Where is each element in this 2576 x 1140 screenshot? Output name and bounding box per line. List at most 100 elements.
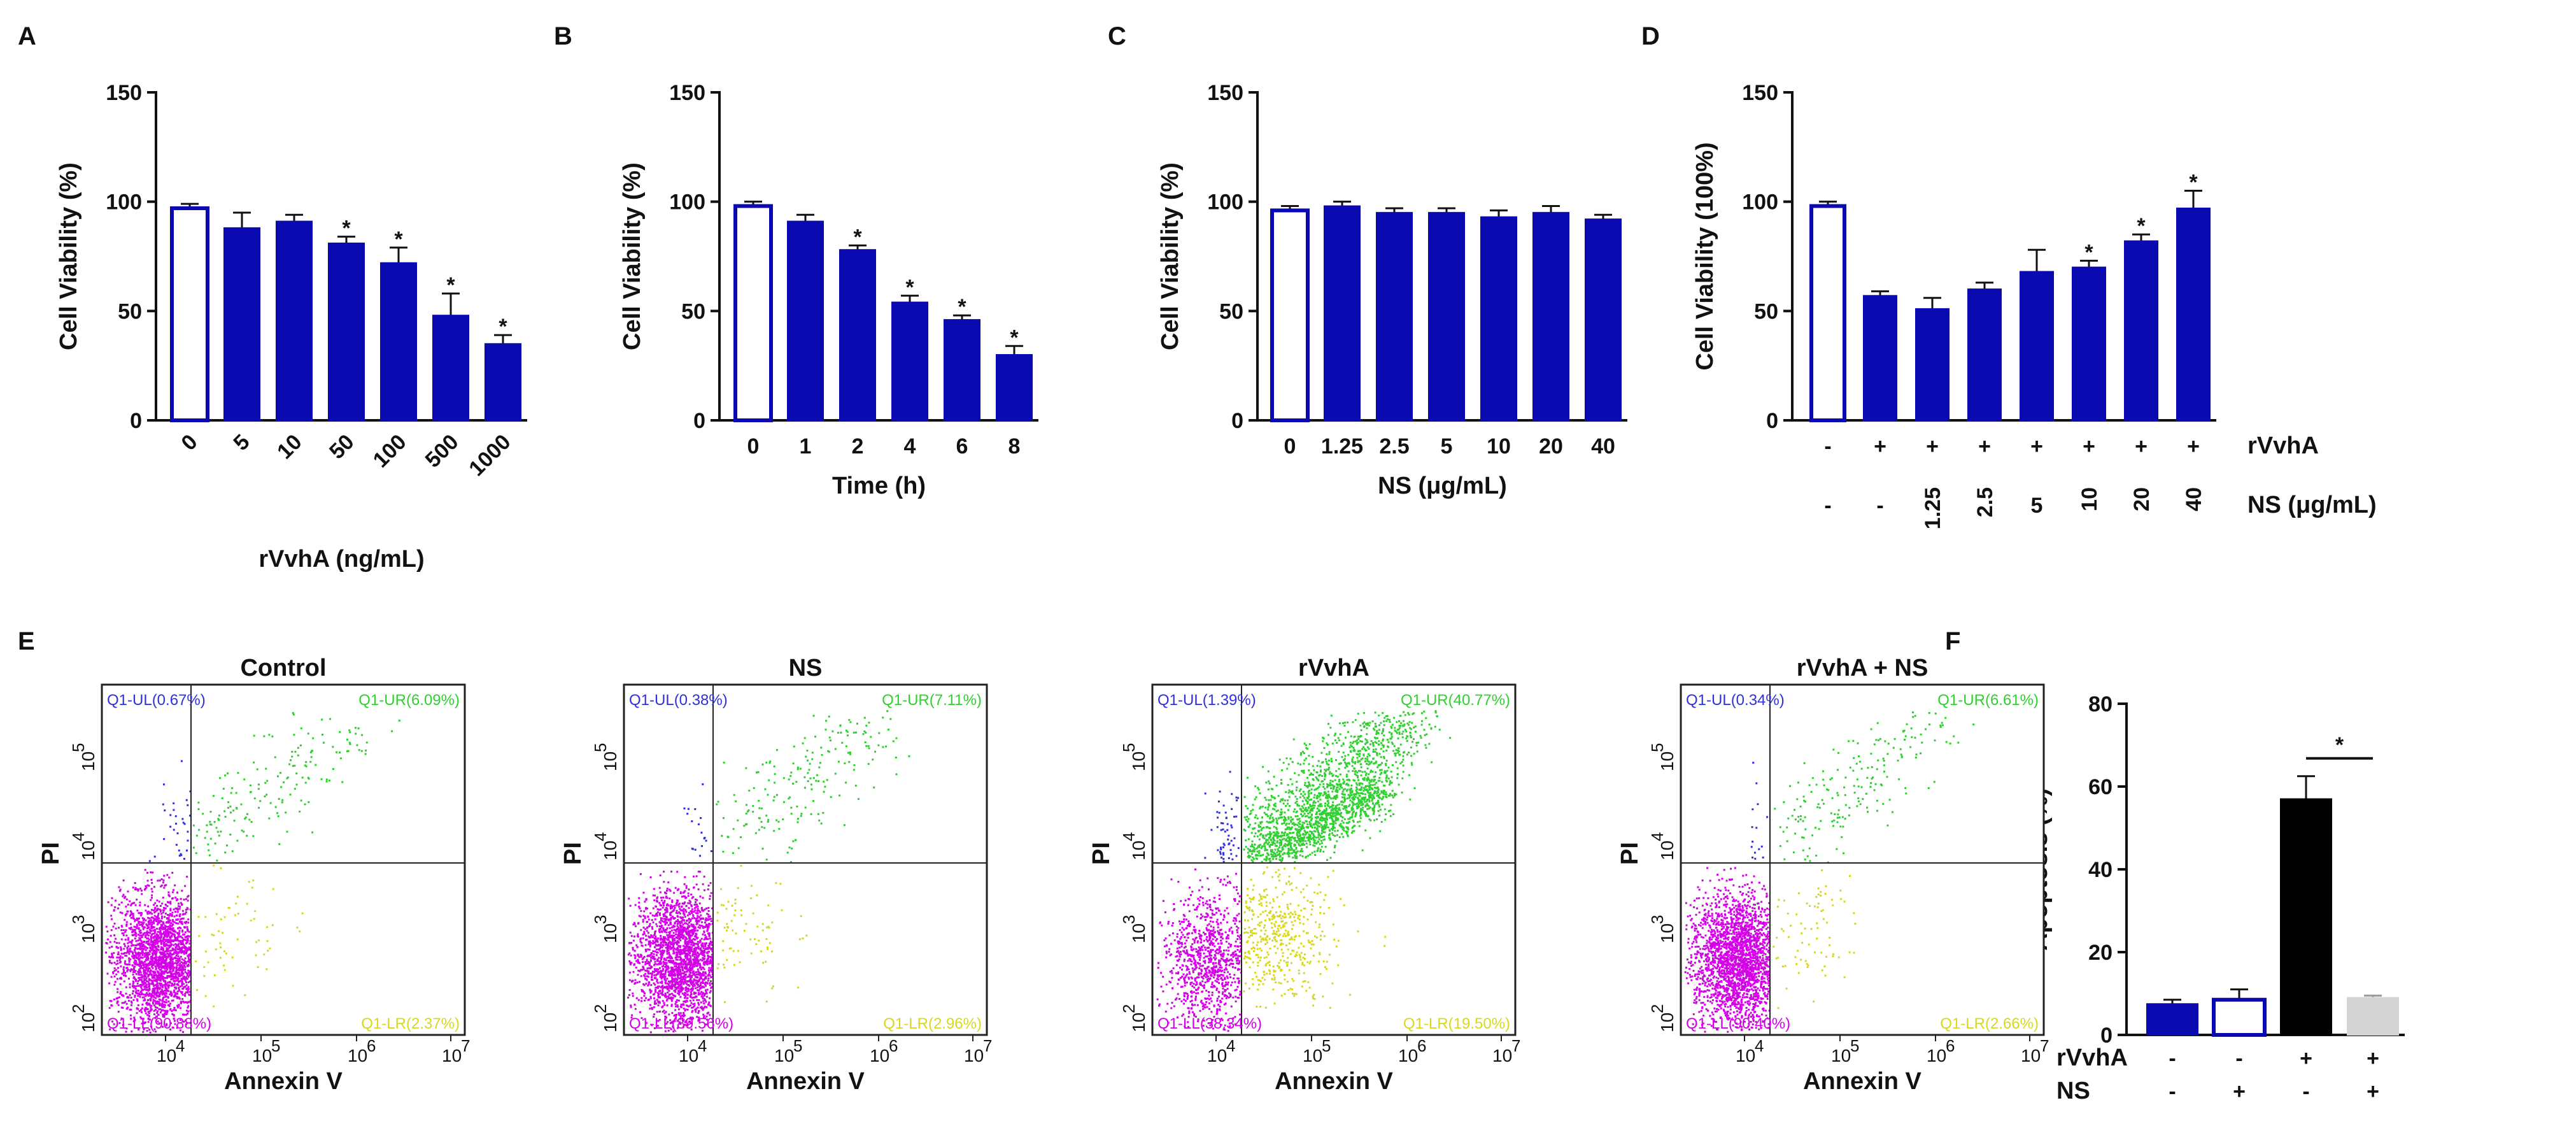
- event-dot: [164, 944, 167, 947]
- event-dot: [162, 980, 165, 982]
- event-dot: [156, 923, 159, 926]
- event-dot: [669, 913, 672, 916]
- event-dot: [157, 880, 159, 882]
- event-dot: [688, 888, 690, 891]
- event-dot: [185, 922, 187, 924]
- event-dot: [644, 944, 647, 946]
- event-dot: [677, 1006, 679, 1008]
- event-dot: [702, 1013, 705, 1016]
- event-dot: [681, 902, 684, 905]
- event-dot: [684, 1021, 686, 1023]
- event-dot: [295, 783, 298, 786]
- event-dot: [750, 897, 753, 899]
- event-dot: [684, 960, 687, 963]
- event-dot: [688, 939, 690, 942]
- event-dot: [187, 981, 190, 983]
- event-dot: [288, 763, 291, 766]
- event-dot: [705, 917, 707, 920]
- event-dot: [649, 997, 652, 999]
- plot-title: NS: [789, 655, 823, 681]
- event-dot: [311, 831, 314, 834]
- event-dot: [663, 962, 666, 964]
- event-dot: [644, 908, 647, 910]
- event-dot: [694, 848, 697, 851]
- event-dot: [176, 908, 178, 911]
- event-dot: [237, 772, 239, 774]
- event-dot: [134, 1018, 136, 1021]
- event-dot: [250, 790, 252, 793]
- event-dot: [155, 963, 158, 965]
- event-dot: [136, 898, 138, 901]
- event-dot: [177, 922, 180, 925]
- event-dot: [141, 948, 143, 950]
- event-dot: [176, 891, 179, 894]
- event-dot: [691, 934, 693, 937]
- event-dot: [329, 718, 331, 720]
- event-dot: [116, 956, 118, 958]
- event-dot: [177, 960, 180, 963]
- event-dot: [215, 827, 218, 829]
- event-dot: [187, 990, 189, 993]
- event-dot: [767, 946, 769, 949]
- event-dot: [678, 902, 681, 905]
- event-dot: [146, 989, 149, 992]
- event-dot: [142, 928, 145, 930]
- event-dot: [775, 881, 777, 884]
- event-dot: [185, 1001, 187, 1003]
- event-dot: [167, 986, 170, 988]
- event-dot: [686, 926, 689, 929]
- event-dot: [110, 934, 112, 937]
- event-dot: [711, 960, 713, 962]
- event-dot: [700, 816, 702, 819]
- event-dot: [687, 902, 690, 904]
- event-dot: [692, 937, 695, 940]
- event-dot: [232, 809, 235, 812]
- event-dot: [669, 945, 671, 948]
- event-dot: [161, 988, 164, 991]
- event-dot: [257, 788, 260, 790]
- event-dot: [651, 927, 654, 930]
- event-dot: [144, 1021, 146, 1023]
- event-dot: [677, 967, 680, 970]
- event-dot: [153, 989, 156, 992]
- event-dot: [697, 1012, 700, 1015]
- event-dot: [658, 902, 661, 904]
- event-dot: [129, 958, 132, 960]
- event-dot: [708, 971, 711, 974]
- event-dot: [703, 1002, 705, 1004]
- event-dot: [658, 971, 660, 973]
- event-dot: [701, 966, 704, 969]
- event-dot: [698, 1003, 700, 1006]
- event-dot: [666, 897, 669, 899]
- event-dot: [739, 961, 741, 964]
- event-dot: [173, 983, 176, 985]
- event-dot: [139, 1009, 142, 1011]
- event-dot: [126, 963, 129, 965]
- event-dot: [167, 939, 170, 941]
- event-dot: [652, 950, 655, 953]
- event-dot: [698, 916, 700, 918]
- event-dot: [140, 943, 143, 945]
- event-dot: [154, 943, 157, 946]
- event-dot: [709, 991, 711, 994]
- event-dot: [693, 983, 695, 986]
- event-dot: [676, 912, 679, 915]
- event-dot: [160, 951, 162, 954]
- event-dot: [674, 1020, 676, 1022]
- event-dot: [180, 940, 182, 943]
- event-dot: [673, 1015, 676, 1017]
- event-dot: [681, 905, 683, 908]
- event-dot: [701, 844, 704, 847]
- event-dot: [162, 803, 164, 806]
- event-dot: [141, 981, 144, 984]
- event-dot: [655, 914, 657, 916]
- event-dot: [152, 922, 155, 924]
- event-dot: [702, 980, 704, 983]
- event-dot: [172, 968, 174, 971]
- event-dot: [705, 919, 707, 922]
- event-dot: [151, 955, 153, 958]
- event-dot: [188, 946, 190, 948]
- event-dot: [127, 903, 129, 906]
- event-dot: [180, 936, 182, 938]
- event-dot: [149, 960, 152, 962]
